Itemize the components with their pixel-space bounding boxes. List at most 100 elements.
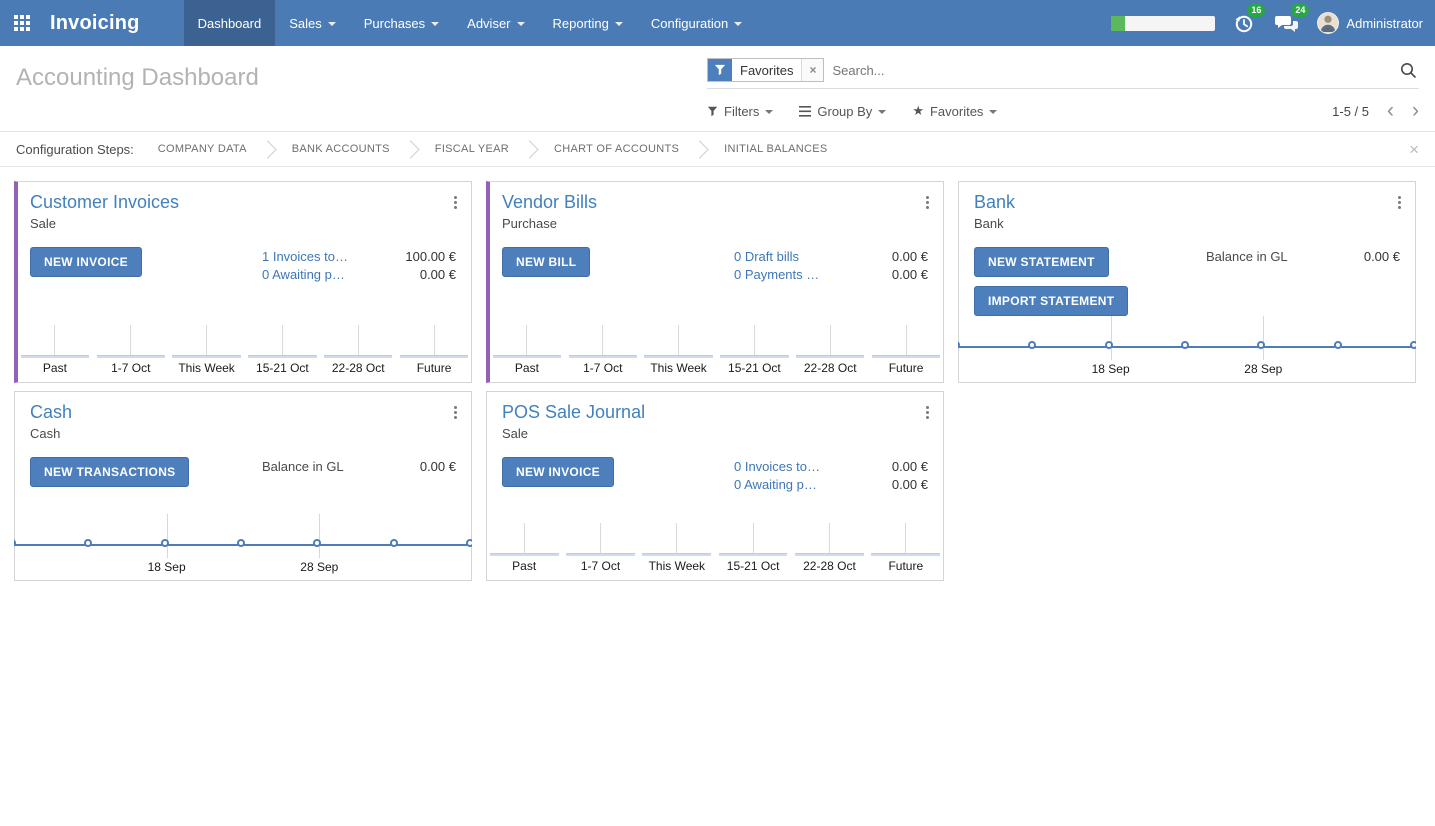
x-axis-label: 1-7 Oct xyxy=(580,559,621,573)
caret-down-icon xyxy=(614,22,623,26)
line-point xyxy=(160,539,169,547)
config-step-fiscal-year[interactable]: FISCAL YEAR xyxy=(434,143,510,155)
caret-down-icon xyxy=(431,22,440,26)
bar-column: Future xyxy=(868,325,944,382)
app-brand[interactable]: Invoicing xyxy=(50,11,140,34)
journal-card-bank: Bank Bank NEW STATEMENT IMPORT STATEMENT … xyxy=(958,181,1416,383)
star-icon: ★ xyxy=(912,103,924,118)
line-point xyxy=(1028,341,1037,349)
planner-progress-bar[interactable] xyxy=(1111,15,1216,31)
group-by-dropdown[interactable]: Group By xyxy=(799,104,887,119)
card-action-new-statement[interactable]: NEW STATEMENT xyxy=(974,247,1109,277)
facet-remove-icon[interactable]: × xyxy=(801,59,824,81)
caret-down-icon xyxy=(989,110,998,114)
bar-value xyxy=(644,355,713,358)
menu-configuration[interactable]: Configuration xyxy=(637,0,756,46)
config-steps-label: Configuration Steps: xyxy=(16,141,134,157)
menu-adviser[interactable]: Adviser xyxy=(453,0,538,46)
page-title: Accounting Dashboard xyxy=(16,64,259,91)
journal-card-pos-sale-journal: POS Sale Journal Sale NEW INVOICE 0 Invo… xyxy=(486,391,944,581)
apps-grid-icon[interactable] xyxy=(0,0,44,46)
bar-column: 22-28 Oct xyxy=(320,325,396,382)
clock-icon xyxy=(1235,15,1253,33)
favorites-dropdown[interactable]: ★ Favorites xyxy=(912,103,998,119)
control-panel: Accounting Dashboard Favorites × xyxy=(0,46,1435,127)
stat-amount: 0.00 € xyxy=(891,249,928,264)
card-action-new-bill[interactable]: NEW BILL xyxy=(502,247,591,277)
user-menu[interactable]: Administrator xyxy=(1317,12,1423,34)
card-title-link[interactable]: Bank xyxy=(974,192,1016,212)
card-title-link[interactable]: Vendor Bills xyxy=(502,192,598,212)
menu-sales[interactable]: Sales xyxy=(275,0,350,46)
bar-value xyxy=(248,355,317,358)
card-action-new-transactions[interactable]: NEW TRANSACTIONS xyxy=(30,457,190,487)
stat-label: Balance in GL xyxy=(262,459,344,474)
card-title-link[interactable]: Customer Invoices xyxy=(30,192,180,212)
bar-column: 15-21 Oct xyxy=(244,325,320,382)
card-subtitle: Purchase xyxy=(502,216,557,231)
top-nav-bar: Invoicing Dashboard Sales Purchases Advi… xyxy=(0,0,1435,46)
card-buttons: NEW INVOICE xyxy=(502,457,734,492)
grid-line xyxy=(319,514,321,558)
search-icon[interactable] xyxy=(1398,62,1419,79)
card-kebab-menu-icon[interactable] xyxy=(450,192,461,213)
config-step-initial-balances[interactable]: INITIAL BALANCES xyxy=(724,143,828,155)
filters-dropdown[interactable]: Filters xyxy=(707,104,774,119)
bar-column: 1-7 Oct xyxy=(93,325,169,382)
config-step-bank-accounts[interactable]: BANK ACCOUNTS xyxy=(291,143,390,155)
config-steps-close-icon[interactable]: × xyxy=(1409,139,1419,159)
card-kebab-menu-icon[interactable] xyxy=(1394,192,1405,213)
stat-row: 1 Invoices to… 100.00 € xyxy=(262,249,456,264)
line-point xyxy=(1410,341,1416,349)
menu-label: Sales xyxy=(289,15,322,31)
caret-down-icon xyxy=(734,22,743,26)
menu-dashboard[interactable]: Dashboard xyxy=(183,0,276,46)
sparkline-line-chart: 18 Sep 28 Sep xyxy=(958,316,1416,382)
card-title-link[interactable]: POS Sale Journal xyxy=(502,402,646,422)
stat-link[interactable]: 0 Awaiting p… xyxy=(734,477,817,492)
card-kebab-menu-icon[interactable] xyxy=(922,192,933,213)
card-title-link[interactable]: Cash xyxy=(30,402,73,422)
stat-row: Balance in GL 0.00 € xyxy=(1206,249,1400,264)
bar-column: 22-28 Oct xyxy=(792,325,868,382)
card-action-new-invoice[interactable]: NEW INVOICE xyxy=(30,247,142,277)
activities-badge: 16 xyxy=(1247,4,1266,17)
activities-clock-button[interactable]: 16 xyxy=(1231,4,1266,36)
grid-tick xyxy=(523,523,525,553)
card-kebab-menu-icon[interactable] xyxy=(450,402,461,423)
menu-label: Configuration xyxy=(650,15,729,31)
line-point xyxy=(313,539,322,547)
bar-column: 1-7 Oct xyxy=(562,523,638,580)
chevron-separator-icon xyxy=(258,139,277,159)
chevron-separator-icon xyxy=(401,139,420,159)
config-step-company-data[interactable]: COMPANY DATA xyxy=(157,143,247,155)
bar-value xyxy=(566,553,635,556)
stat-link[interactable]: 0 Payments … xyxy=(734,267,820,282)
caret-down-icon xyxy=(327,22,336,26)
search-input[interactable] xyxy=(830,58,1398,82)
pager-previous-icon[interactable]: ‹ xyxy=(1387,99,1394,122)
menu-reporting[interactable]: Reporting xyxy=(539,0,637,46)
bar-column: Past xyxy=(17,325,93,382)
menu-purchases[interactable]: Purchases xyxy=(350,0,453,46)
stat-link[interactable]: 0 Draft bills xyxy=(734,249,800,264)
journal-card-vendor-bills: Vendor Bills Purchase NEW BILL 0 Draft b… xyxy=(486,181,944,383)
messages-button[interactable]: 24 xyxy=(1273,4,1310,36)
x-axis-label: Past xyxy=(42,361,67,375)
caret-down-icon xyxy=(878,110,887,114)
bar-value xyxy=(795,553,864,556)
stat-link[interactable]: 1 Invoices to… xyxy=(262,249,348,264)
stat-link[interactable]: 0 Awaiting p… xyxy=(262,267,345,282)
line-point xyxy=(466,539,472,547)
search-facet-favorites[interactable]: Favorites × xyxy=(707,58,825,82)
card-action-import-statement[interactable]: IMPORT STATEMENT xyxy=(974,286,1129,316)
stat-link[interactable]: 0 Invoices to… xyxy=(734,459,820,474)
pager-next-icon[interactable]: › xyxy=(1412,99,1419,122)
card-action-new-invoice[interactable]: NEW INVOICE xyxy=(502,457,614,487)
card-kebab-menu-icon[interactable] xyxy=(922,402,933,423)
config-step-chart-of-accounts[interactable]: CHART OF ACCOUNTS xyxy=(554,143,680,155)
stat-amount: 0.00 € xyxy=(1363,249,1400,264)
sparkline-line-chart: 18 Sep 28 Sep xyxy=(14,514,472,580)
sparkline-bar-chart: Past 1-7 Oct This Week 15-21 Oct 22-28 O… xyxy=(489,315,944,382)
bar-column: 1-7 Oct xyxy=(565,325,641,382)
